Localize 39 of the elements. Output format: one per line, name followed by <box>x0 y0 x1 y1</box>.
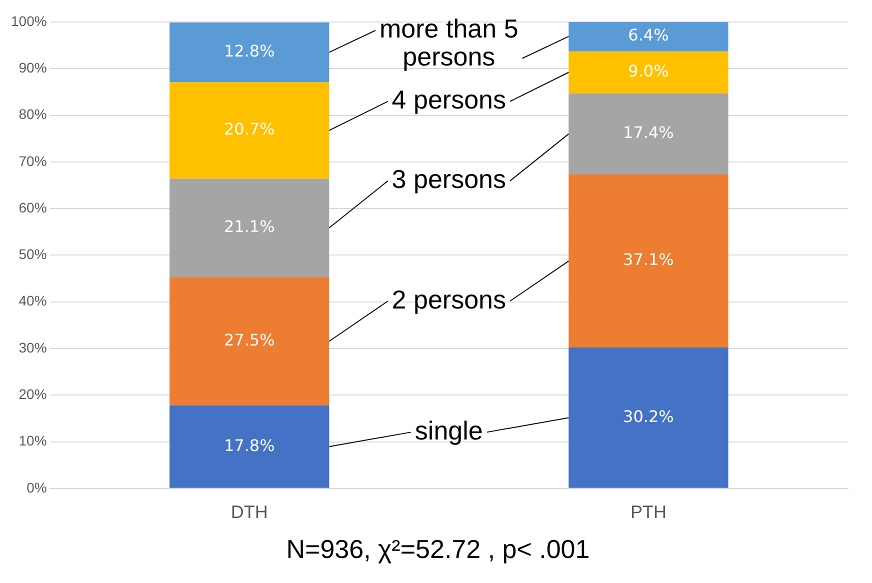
y-tick-label: 90% <box>18 60 47 76</box>
x-tick-label: DTH <box>230 502 268 522</box>
bar <box>170 178 330 278</box>
y-tick-label: 100% <box>10 12 47 29</box>
y-tick-label: 70% <box>18 152 47 169</box>
data-label: 12.8% <box>224 41 275 60</box>
data-label: 17.4% <box>623 123 674 142</box>
bar <box>170 277 330 406</box>
bar <box>568 22 728 52</box>
bar <box>170 22 330 82</box>
data-label: 21.1% <box>224 217 275 236</box>
bar <box>568 174 728 348</box>
x-tick-label: PTH <box>630 502 666 522</box>
data-label: 20.7% <box>224 120 275 139</box>
bar <box>568 348 728 488</box>
bar <box>170 82 330 179</box>
data-label: 17.8% <box>224 436 275 455</box>
y-tick-label: 10% <box>18 432 47 449</box>
text: 2 persons <box>392 284 506 314</box>
y-tick-label: 80% <box>18 106 47 122</box>
text: single <box>414 415 483 446</box>
text: 4 persons <box>392 84 506 115</box>
bar <box>170 405 330 488</box>
text: N=936, χ²=52.72 , p< .001 <box>285 534 591 565</box>
y-tick-label: 60% <box>18 199 47 216</box>
bar <box>568 51 728 94</box>
data-label: 6.4% <box>628 26 669 45</box>
data-label: 37.1% <box>623 250 674 270</box>
series-label: more than 5 persons <box>380 14 518 72</box>
data-label: 9.0% <box>628 62 669 81</box>
y-tick-label: 50% <box>18 246 47 262</box>
y-tick-label: 0% <box>26 479 47 496</box>
data-label: 30.2% <box>623 406 674 426</box>
y-tick-label: 20% <box>18 386 47 402</box>
text: 3 persons <box>392 164 506 194</box>
bar <box>568 93 728 175</box>
y-tick-label: 30% <box>18 339 47 356</box>
y-tick-label: 40% <box>18 292 47 309</box>
data-label: 27.5% <box>224 330 275 350</box>
